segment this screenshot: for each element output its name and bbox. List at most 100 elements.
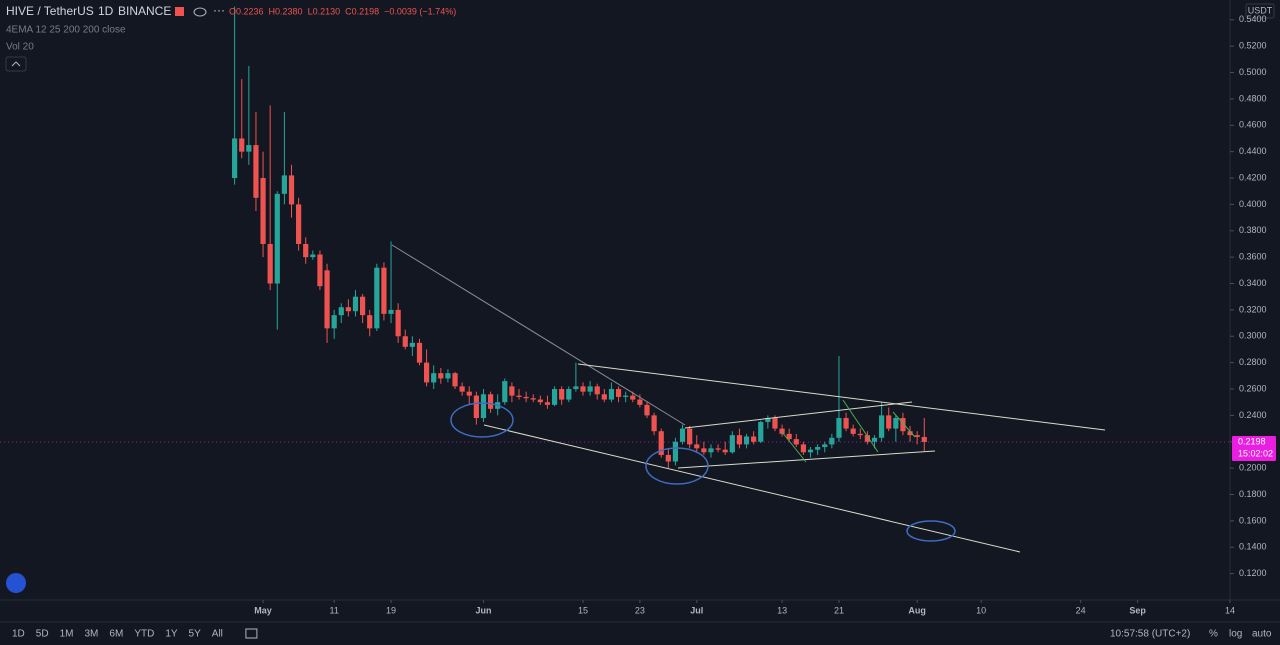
- candle-body: [722, 449, 728, 453]
- candle-body: [395, 309, 401, 337]
- y-tick-label: 0.3800: [1239, 225, 1267, 235]
- y-tick-label: 0.4400: [1239, 146, 1267, 156]
- symbol: HIVE / TetherUS: [6, 4, 94, 18]
- channel-line: [677, 450, 936, 469]
- candle-body: [822, 444, 828, 448]
- indicator: 4EMA 12 25 200 200 close: [6, 25, 126, 36]
- candle-body: [644, 404, 650, 416]
- x-tick-label: May: [254, 605, 272, 615]
- y-tick-label: 0.1400: [1239, 542, 1267, 552]
- range-button[interactable]: YTD: [134, 629, 154, 640]
- candle-body: [850, 428, 856, 434]
- y-tick-label: 0.4800: [1239, 93, 1267, 103]
- flag-line: [892, 411, 916, 438]
- candle-body: [829, 437, 835, 445]
- option[interactable]: %: [1209, 629, 1218, 640]
- option[interactable]: log: [1229, 629, 1242, 640]
- range-button[interactable]: 1M: [60, 629, 74, 640]
- logo: [6, 573, 26, 593]
- last-price-label: 0.2198: [1238, 436, 1266, 446]
- candle-body: [239, 138, 245, 152]
- flag-line: [781, 431, 807, 463]
- y-tick-label: 0.3000: [1239, 331, 1267, 341]
- candle-body: [303, 243, 309, 258]
- currency: USDT: [1248, 5, 1273, 15]
- indicator: Vol 20: [6, 42, 34, 53]
- candle-body: [843, 418, 849, 429]
- candle-body: [551, 389, 558, 405]
- candle-body: [864, 435, 870, 442]
- y-tick-label: 0.5000: [1239, 67, 1267, 77]
- candle-body: [729, 435, 735, 453]
- candle-body: [694, 444, 700, 449]
- candle-body: [914, 435, 920, 438]
- candle-body: [701, 448, 707, 453]
- x-tick-label: 21: [834, 605, 844, 615]
- candle-body: [402, 336, 408, 347]
- y-tick-label: 0.4600: [1239, 120, 1267, 130]
- y-tick-label: 0.4000: [1239, 199, 1267, 209]
- range-button[interactable]: 1D: [12, 629, 25, 640]
- range-button[interactable]: 5D: [36, 629, 49, 640]
- candle-body: [637, 399, 643, 405]
- collapse-button[interactable]: [5, 56, 27, 72]
- legend-value: C0.2198: [345, 6, 379, 16]
- candle-body: [708, 448, 714, 453]
- flag-icon[interactable]: [175, 7, 184, 16]
- legend: O0.2236 H0.2380 L0.2130 C0.2198 −0.0039 (−1.…: [229, 6, 456, 16]
- visibility-icon[interactable]: [193, 7, 207, 17]
- circle-mark: [645, 447, 709, 485]
- more-icon[interactable]: ···: [213, 3, 225, 17]
- candle-body: [452, 373, 458, 387]
- candle-body: [630, 395, 636, 400]
- range-button[interactable]: 3M: [85, 629, 99, 640]
- candle-body: [232, 138, 238, 179]
- last-price-box: [1232, 436, 1276, 462]
- candle-body: [445, 373, 451, 379]
- candle-body: [360, 296, 366, 316]
- candle-body: [260, 178, 266, 244]
- candle-body: [502, 381, 508, 403]
- trend-line: [577, 363, 1106, 431]
- candle-body: [623, 395, 629, 397]
- option[interactable]: auto: [1252, 629, 1272, 640]
- range-button[interactable]: 5Y: [189, 629, 202, 640]
- compare-icon[interactable]: [245, 628, 258, 639]
- y-tick-label: 0.3200: [1239, 304, 1267, 314]
- x-tick-label: Aug: [908, 605, 926, 615]
- candle-body: [438, 373, 444, 379]
- range-button[interactable]: All: [212, 629, 223, 640]
- circle-mark: [906, 520, 956, 542]
- y-tick-label: 0.1600: [1239, 515, 1267, 525]
- y-tick-label: 0.1800: [1239, 489, 1267, 499]
- candle-body: [907, 431, 913, 436]
- x-tick-label: 15: [578, 605, 588, 615]
- candle-body: [388, 309, 394, 314]
- candle-body: [288, 175, 295, 205]
- candle-body: [423, 362, 430, 383]
- currency-box: [1245, 3, 1275, 19]
- candle-body: [857, 433, 863, 436]
- candle-body: [751, 436, 757, 442]
- candle-body: [566, 389, 572, 400]
- y-tick-label: 0.2600: [1239, 383, 1267, 393]
- range-button[interactable]: 1Y: [165, 629, 178, 640]
- drawings: [391, 244, 1106, 553]
- candle-body: [736, 435, 743, 445]
- flag-line: [842, 399, 879, 453]
- y-tick-label: 0.1200: [1239, 568, 1267, 578]
- candle-body: [758, 421, 764, 442]
- candle-body: [921, 437, 927, 443]
- range-button[interactable]: 6M: [109, 629, 123, 640]
- candle-body: [587, 386, 593, 392]
- candle-body: [537, 399, 543, 403]
- candle-body: [715, 448, 721, 450]
- circle-mark: [450, 402, 514, 438]
- candle-body: [893, 418, 899, 429]
- clock: 10:57:58 (UTC+2): [1110, 629, 1190, 640]
- candle-body: [352, 296, 359, 312]
- x-tick-label: Jun: [475, 605, 491, 615]
- countdown: 15:02:02: [1238, 448, 1273, 458]
- candle-body: [509, 386, 515, 396]
